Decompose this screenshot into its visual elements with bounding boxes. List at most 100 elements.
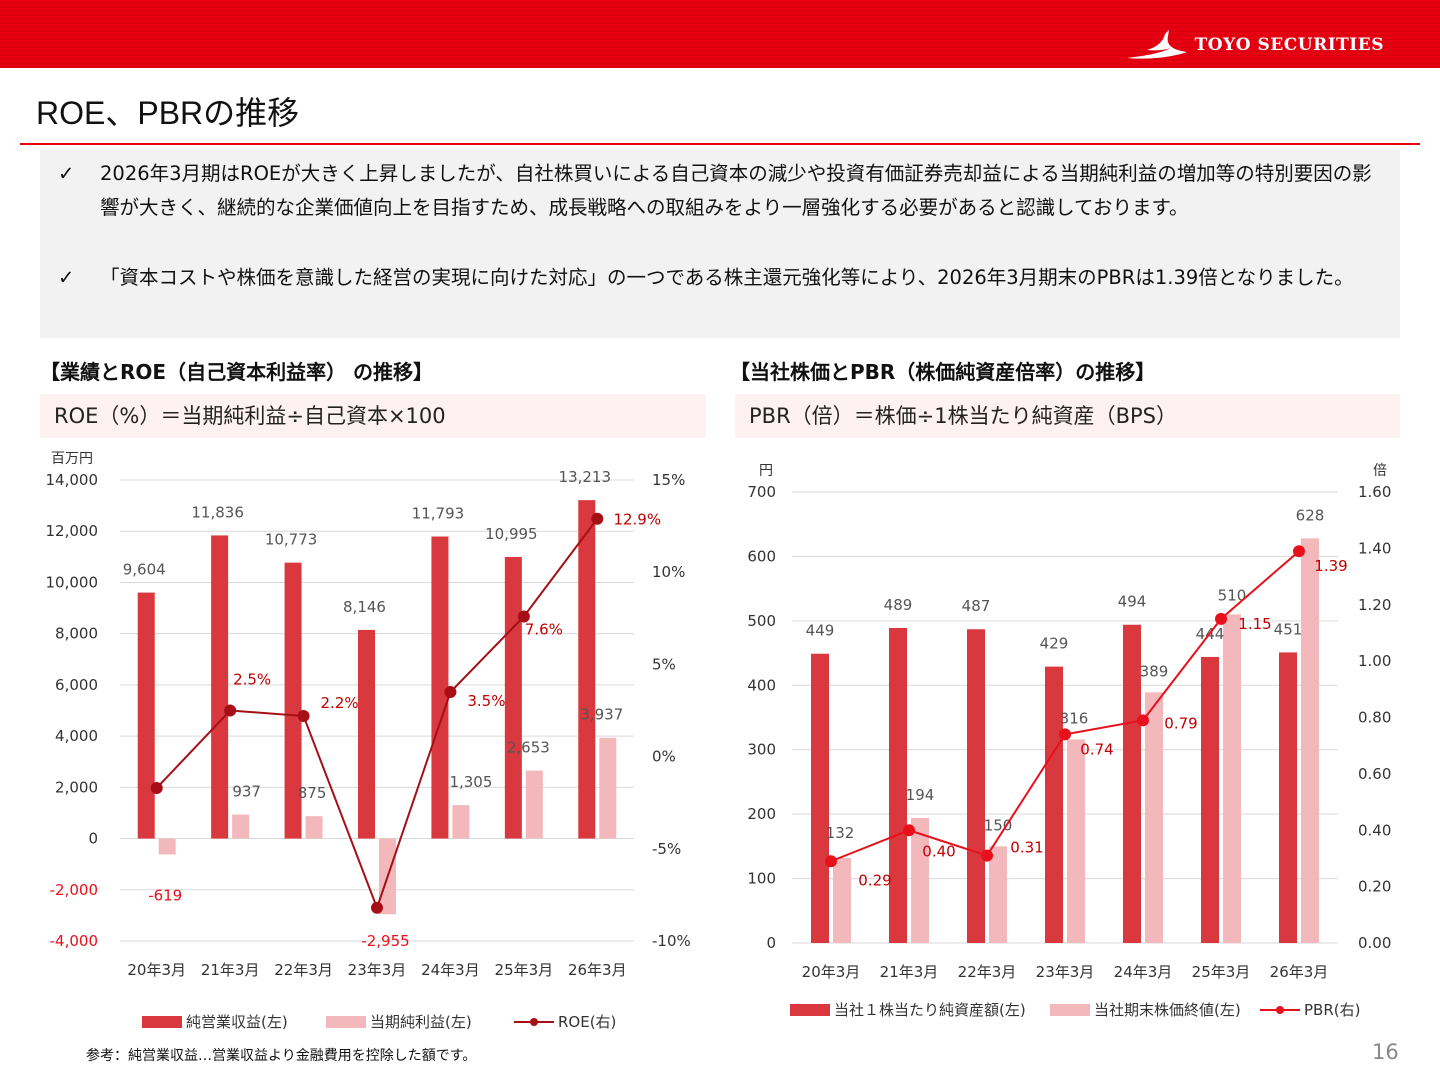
line-value-label: 0.79 — [1164, 714, 1197, 732]
x-tick-label: 26年3月 — [1270, 963, 1329, 981]
line-value-label: 3.5% — [467, 692, 505, 710]
bar-5 — [431, 536, 449, 839]
line-point — [903, 824, 915, 837]
bar-value-label: 3,937 — [580, 706, 623, 724]
bar-7 — [578, 500, 596, 839]
line-value-label: 0.31 — [1010, 839, 1043, 857]
y-tick-label: 0 — [766, 934, 776, 952]
notes-box — [40, 150, 1400, 338]
right-chart-heading: 【当社株価とPBR（株価純資産倍率）の推移】 — [730, 360, 1156, 384]
line-value-label: 0.74 — [1080, 740, 1113, 758]
y2-tick-label: 0.80 — [1358, 709, 1391, 727]
y-tick-label: 400 — [747, 676, 776, 694]
page-number: 16 — [1372, 1040, 1399, 1064]
x-tick-label: 23年3月 — [1036, 963, 1095, 981]
footnote: 参考：純営業収益…営業収益より金融費用を控除した額です。 — [86, 1048, 477, 1064]
line-point — [297, 710, 310, 723]
bar-value-label: 132 — [826, 824, 855, 842]
y-tick-label: 200 — [747, 805, 776, 823]
bar-3-secondary — [989, 846, 1007, 943]
bar-value-label: -619 — [148, 886, 182, 904]
y-tick-label: 0 — [88, 830, 98, 848]
y2-tick-label: 0.20 — [1358, 878, 1391, 896]
y-tick-label: 12,000 — [46, 522, 99, 540]
bar-4 — [1045, 666, 1063, 943]
bar-value-label: 8,146 — [343, 598, 386, 616]
bar-6-secondary — [1223, 614, 1241, 943]
legend-swatch-marker — [530, 1018, 538, 1026]
check-icon: ✓ — [58, 266, 75, 289]
bar-value-label: 194 — [906, 786, 935, 804]
y2-tick-label: -10% — [652, 932, 691, 950]
line-point — [1137, 714, 1149, 727]
x-tick-label: 20年3月 — [802, 963, 861, 981]
bar-1-secondary — [833, 857, 851, 943]
y2-tick-label: 1.60 — [1358, 483, 1391, 501]
y-tick-label: -4,000 — [50, 932, 98, 950]
line-value-label: 7.6% — [525, 620, 563, 638]
y2-tick-label: 1.20 — [1358, 596, 1391, 614]
bar-value-label: 494 — [1118, 593, 1147, 611]
bar-2-secondary — [911, 818, 929, 943]
bar-value-label: 510 — [1218, 586, 1247, 604]
y2-tick-label: 0.60 — [1358, 765, 1391, 783]
bar-7-secondary — [599, 737, 617, 839]
bar-5 — [1123, 624, 1141, 943]
line-point — [981, 849, 993, 862]
y2-tick-label: -5% — [652, 840, 681, 858]
bar-3 — [967, 629, 985, 943]
line-value-label: 12.9% — [613, 511, 661, 529]
y-unit-label: 円 — [759, 463, 773, 479]
bar-4-secondary — [1067, 739, 1085, 943]
note-text: 「資本コストや株価を意識した経営の実現に向けた対応」の一つである株主還元強化等に… — [100, 266, 1354, 289]
bar-7-secondary — [1301, 538, 1319, 943]
y-tick-label: 300 — [747, 741, 776, 759]
bar-6 — [504, 556, 522, 839]
bar-value-label: 1,305 — [449, 773, 492, 791]
line-value-label: 2.5% — [233, 671, 271, 689]
bar-value-label: 10,995 — [485, 525, 538, 543]
roe-chart: 14,000 12,000 10,000 8,000 6,000 4,000 2,000 0 -… — [46, 451, 691, 1031]
y2-tick-label: 0.00 — [1358, 934, 1391, 952]
x-tick-label: 25年3月 — [495, 961, 554, 979]
bar-1 — [811, 653, 829, 943]
legend-label: ROE(右) — [558, 1013, 616, 1031]
bar-value-label: 150 — [984, 816, 1013, 834]
bar-5-secondary — [452, 805, 470, 839]
y-tick-label: 2,000 — [55, 778, 98, 796]
x-tick-label: 21年3月 — [880, 963, 939, 981]
bar-value-label: 11,793 — [412, 505, 465, 523]
x-tick-label: 24年3月 — [421, 961, 480, 979]
bar-value-label: 628 — [1296, 506, 1325, 524]
title-divider — [20, 143, 1420, 145]
bar-2 — [889, 627, 907, 943]
line-point — [825, 855, 837, 868]
roe-formula: ROE（%）＝当期純利益÷自己資本×100 — [40, 394, 706, 438]
line-value-label: 2.2% — [321, 694, 359, 712]
bar-2 — [211, 535, 229, 839]
bar-4 — [358, 629, 375, 839]
bar-1 — [137, 592, 155, 839]
bar-value-label: 937 — [232, 783, 261, 801]
y-unit-label: 百万円 — [51, 451, 93, 467]
line-value-label: 1.39 — [1314, 557, 1347, 575]
left-chart-heading: 【業績とROE（自己資本利益率） の推移】 — [40, 360, 434, 384]
y2-tick-label: 0.40 — [1358, 821, 1391, 839]
bar-value-label: 489 — [884, 596, 913, 614]
y-tick-label: 4,000 — [55, 727, 98, 745]
line-point — [371, 901, 383, 914]
y-tick-label: -2,000 — [50, 881, 98, 899]
line-point — [1059, 728, 1071, 741]
pbr-formula-text: PBR（倍）＝株価÷1株当たり純資産（BPS） — [749, 404, 1178, 428]
legend-swatch — [326, 1016, 366, 1028]
legend-label: 純営業収益(左) — [186, 1013, 288, 1031]
bar-3-secondary — [305, 816, 323, 839]
y-tick-label: 8,000 — [55, 625, 98, 643]
y-tick-label: 500 — [747, 612, 776, 630]
y2-tick-label: 15% — [652, 471, 685, 489]
bar-value-label: 451 — [1274, 620, 1303, 638]
bar-value-label: 10,773 — [265, 531, 318, 549]
brand-logo: TOYO SECURITIES — [1125, 30, 1384, 60]
line-value-label: 0.40 — [922, 842, 955, 860]
swan-logo-icon — [1126, 30, 1187, 59]
